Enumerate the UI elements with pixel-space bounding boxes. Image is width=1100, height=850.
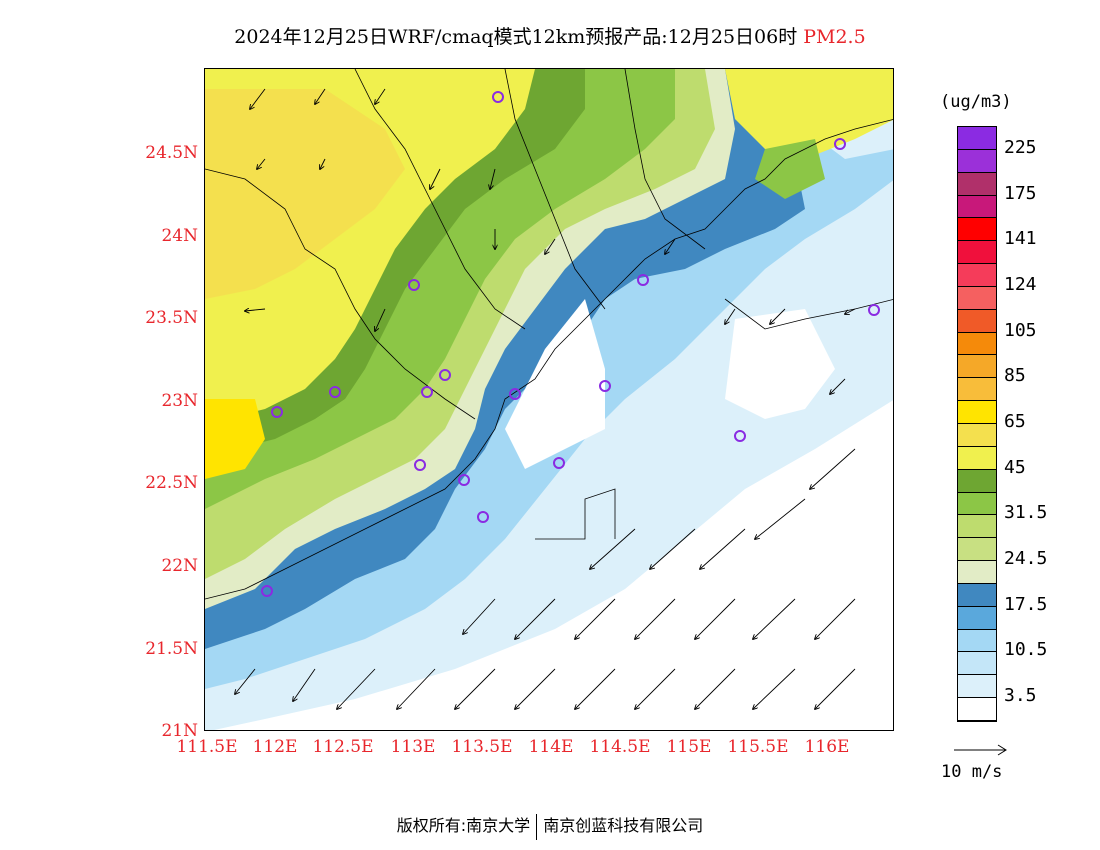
lat-tick-label: 21N bbox=[161, 721, 198, 741]
legend-label: 124 bbox=[1004, 273, 1037, 295]
legend-color-cell bbox=[958, 538, 996, 562]
legend-label: 141 bbox=[1004, 228, 1037, 250]
lon-tick-label: 113.5E bbox=[451, 737, 513, 757]
footer-copyright: 版权所有:南京大学 bbox=[396, 816, 531, 835]
legend-units: (ug/m3) bbox=[940, 92, 1012, 112]
legend-color-cell bbox=[958, 583, 996, 607]
station-marker bbox=[868, 304, 880, 316]
legend-color-cell bbox=[958, 218, 996, 242]
legend-label: 3.5 bbox=[1004, 685, 1037, 707]
title-variable: PM2.5 bbox=[803, 26, 866, 48]
legend-label: 85 bbox=[1004, 365, 1026, 387]
lon-tick-label: 115E bbox=[666, 737, 712, 757]
station-marker bbox=[599, 380, 611, 392]
footer: 版权所有:南京大学 南京创蓝科技有限公司 bbox=[0, 812, 1100, 840]
station-marker bbox=[477, 511, 489, 523]
legend-color-cell bbox=[958, 172, 996, 196]
legend-color-cell bbox=[958, 286, 996, 310]
legend-label: 175 bbox=[1004, 182, 1037, 204]
lon-tick-label: 112E bbox=[252, 737, 298, 757]
legend-color-cell bbox=[958, 149, 996, 173]
reference-vector-arrow bbox=[954, 744, 1007, 756]
lat-tick-label: 21.5N bbox=[145, 639, 198, 659]
legend-color-cell bbox=[958, 355, 996, 379]
station-marker bbox=[734, 430, 746, 442]
legend-label: 31.5 bbox=[1004, 502, 1048, 524]
color-legend bbox=[957, 126, 997, 722]
legend-color-cell bbox=[958, 469, 996, 493]
lat-tick-label: 24.5N bbox=[145, 143, 198, 163]
lat-tick-label: 23N bbox=[161, 391, 198, 411]
lon-tick-label: 112.5E bbox=[312, 737, 374, 757]
station-marker bbox=[509, 388, 521, 400]
legend-color-cell bbox=[958, 629, 996, 653]
legend-label: 105 bbox=[1004, 319, 1037, 341]
wind-vectors bbox=[235, 88, 856, 709]
station-marker bbox=[458, 474, 470, 486]
lon-tick-label: 114.5E bbox=[589, 737, 651, 757]
legend-color-cell bbox=[958, 606, 996, 630]
map-title: 2024年12月25日WRF/cmaq模式12km预报产品:12月25日06时 P… bbox=[0, 22, 1100, 49]
legend-label: 65 bbox=[1004, 411, 1026, 432]
legend-label: 10.5 bbox=[1004, 639, 1048, 661]
legend-color-cell bbox=[958, 127, 996, 150]
legend-label: 225 bbox=[1004, 136, 1037, 158]
station-marker bbox=[408, 279, 420, 291]
lat-tick-label: 22N bbox=[161, 556, 198, 576]
legend-color-cell bbox=[958, 264, 996, 287]
station-marker bbox=[439, 369, 451, 381]
station-marker bbox=[492, 91, 504, 103]
legend-color-cell bbox=[958, 309, 996, 333]
station-marker bbox=[329, 386, 341, 398]
lon-tick-label: 111.5E bbox=[176, 737, 238, 757]
lon-tick-label: 114E bbox=[528, 737, 574, 757]
lat-tick-label: 24N bbox=[161, 226, 198, 246]
legend-color-cell bbox=[958, 515, 996, 539]
legend-color-cell bbox=[958, 675, 996, 699]
footer-separator bbox=[536, 813, 538, 840]
station-marker bbox=[421, 386, 433, 398]
lon-tick-label: 116E bbox=[804, 737, 850, 757]
footer-company: 南京创蓝科技有限公司 bbox=[543, 816, 704, 835]
pm25-map bbox=[204, 68, 894, 731]
lat-tick-label: 22.5N bbox=[145, 473, 198, 493]
lon-tick-label: 113E bbox=[390, 737, 436, 757]
station-marker bbox=[834, 138, 846, 150]
lat-tick-label: 23.5N bbox=[145, 308, 198, 328]
legend-label: 24.5 bbox=[1004, 548, 1048, 570]
monitoring-stations bbox=[261, 91, 880, 597]
legend-color-cell bbox=[958, 446, 996, 470]
legend-color-cell bbox=[958, 652, 996, 676]
title-main: 2024年12月25日WRF/cmaq模式12km预报产品:12月25日06时 bbox=[234, 26, 798, 48]
coastline bbox=[205, 69, 893, 600]
legend-color-cell bbox=[958, 423, 996, 447]
legend-color-cell bbox=[958, 195, 996, 219]
station-marker bbox=[271, 406, 283, 418]
legend-color-cell bbox=[958, 241, 996, 265]
legend-color-cell bbox=[958, 378, 996, 402]
map-canvas bbox=[205, 69, 893, 730]
legend-color-cell bbox=[958, 332, 996, 356]
station-marker bbox=[414, 459, 426, 471]
legend-color-cell bbox=[958, 492, 996, 516]
legend-color-cell bbox=[958, 401, 996, 424]
legend-label: 45 bbox=[1004, 456, 1026, 478]
reference-vector-label: 10 m/s bbox=[941, 762, 1003, 782]
concentration-field bbox=[205, 69, 893, 730]
station-marker bbox=[261, 585, 273, 597]
legend-color-cell bbox=[958, 698, 996, 721]
legend-color-cell bbox=[958, 561, 996, 584]
station-marker bbox=[553, 457, 565, 469]
legend-label: 17.5 bbox=[1004, 593, 1048, 615]
station-marker bbox=[637, 274, 649, 286]
lon-tick-label: 115.5E bbox=[727, 737, 789, 757]
